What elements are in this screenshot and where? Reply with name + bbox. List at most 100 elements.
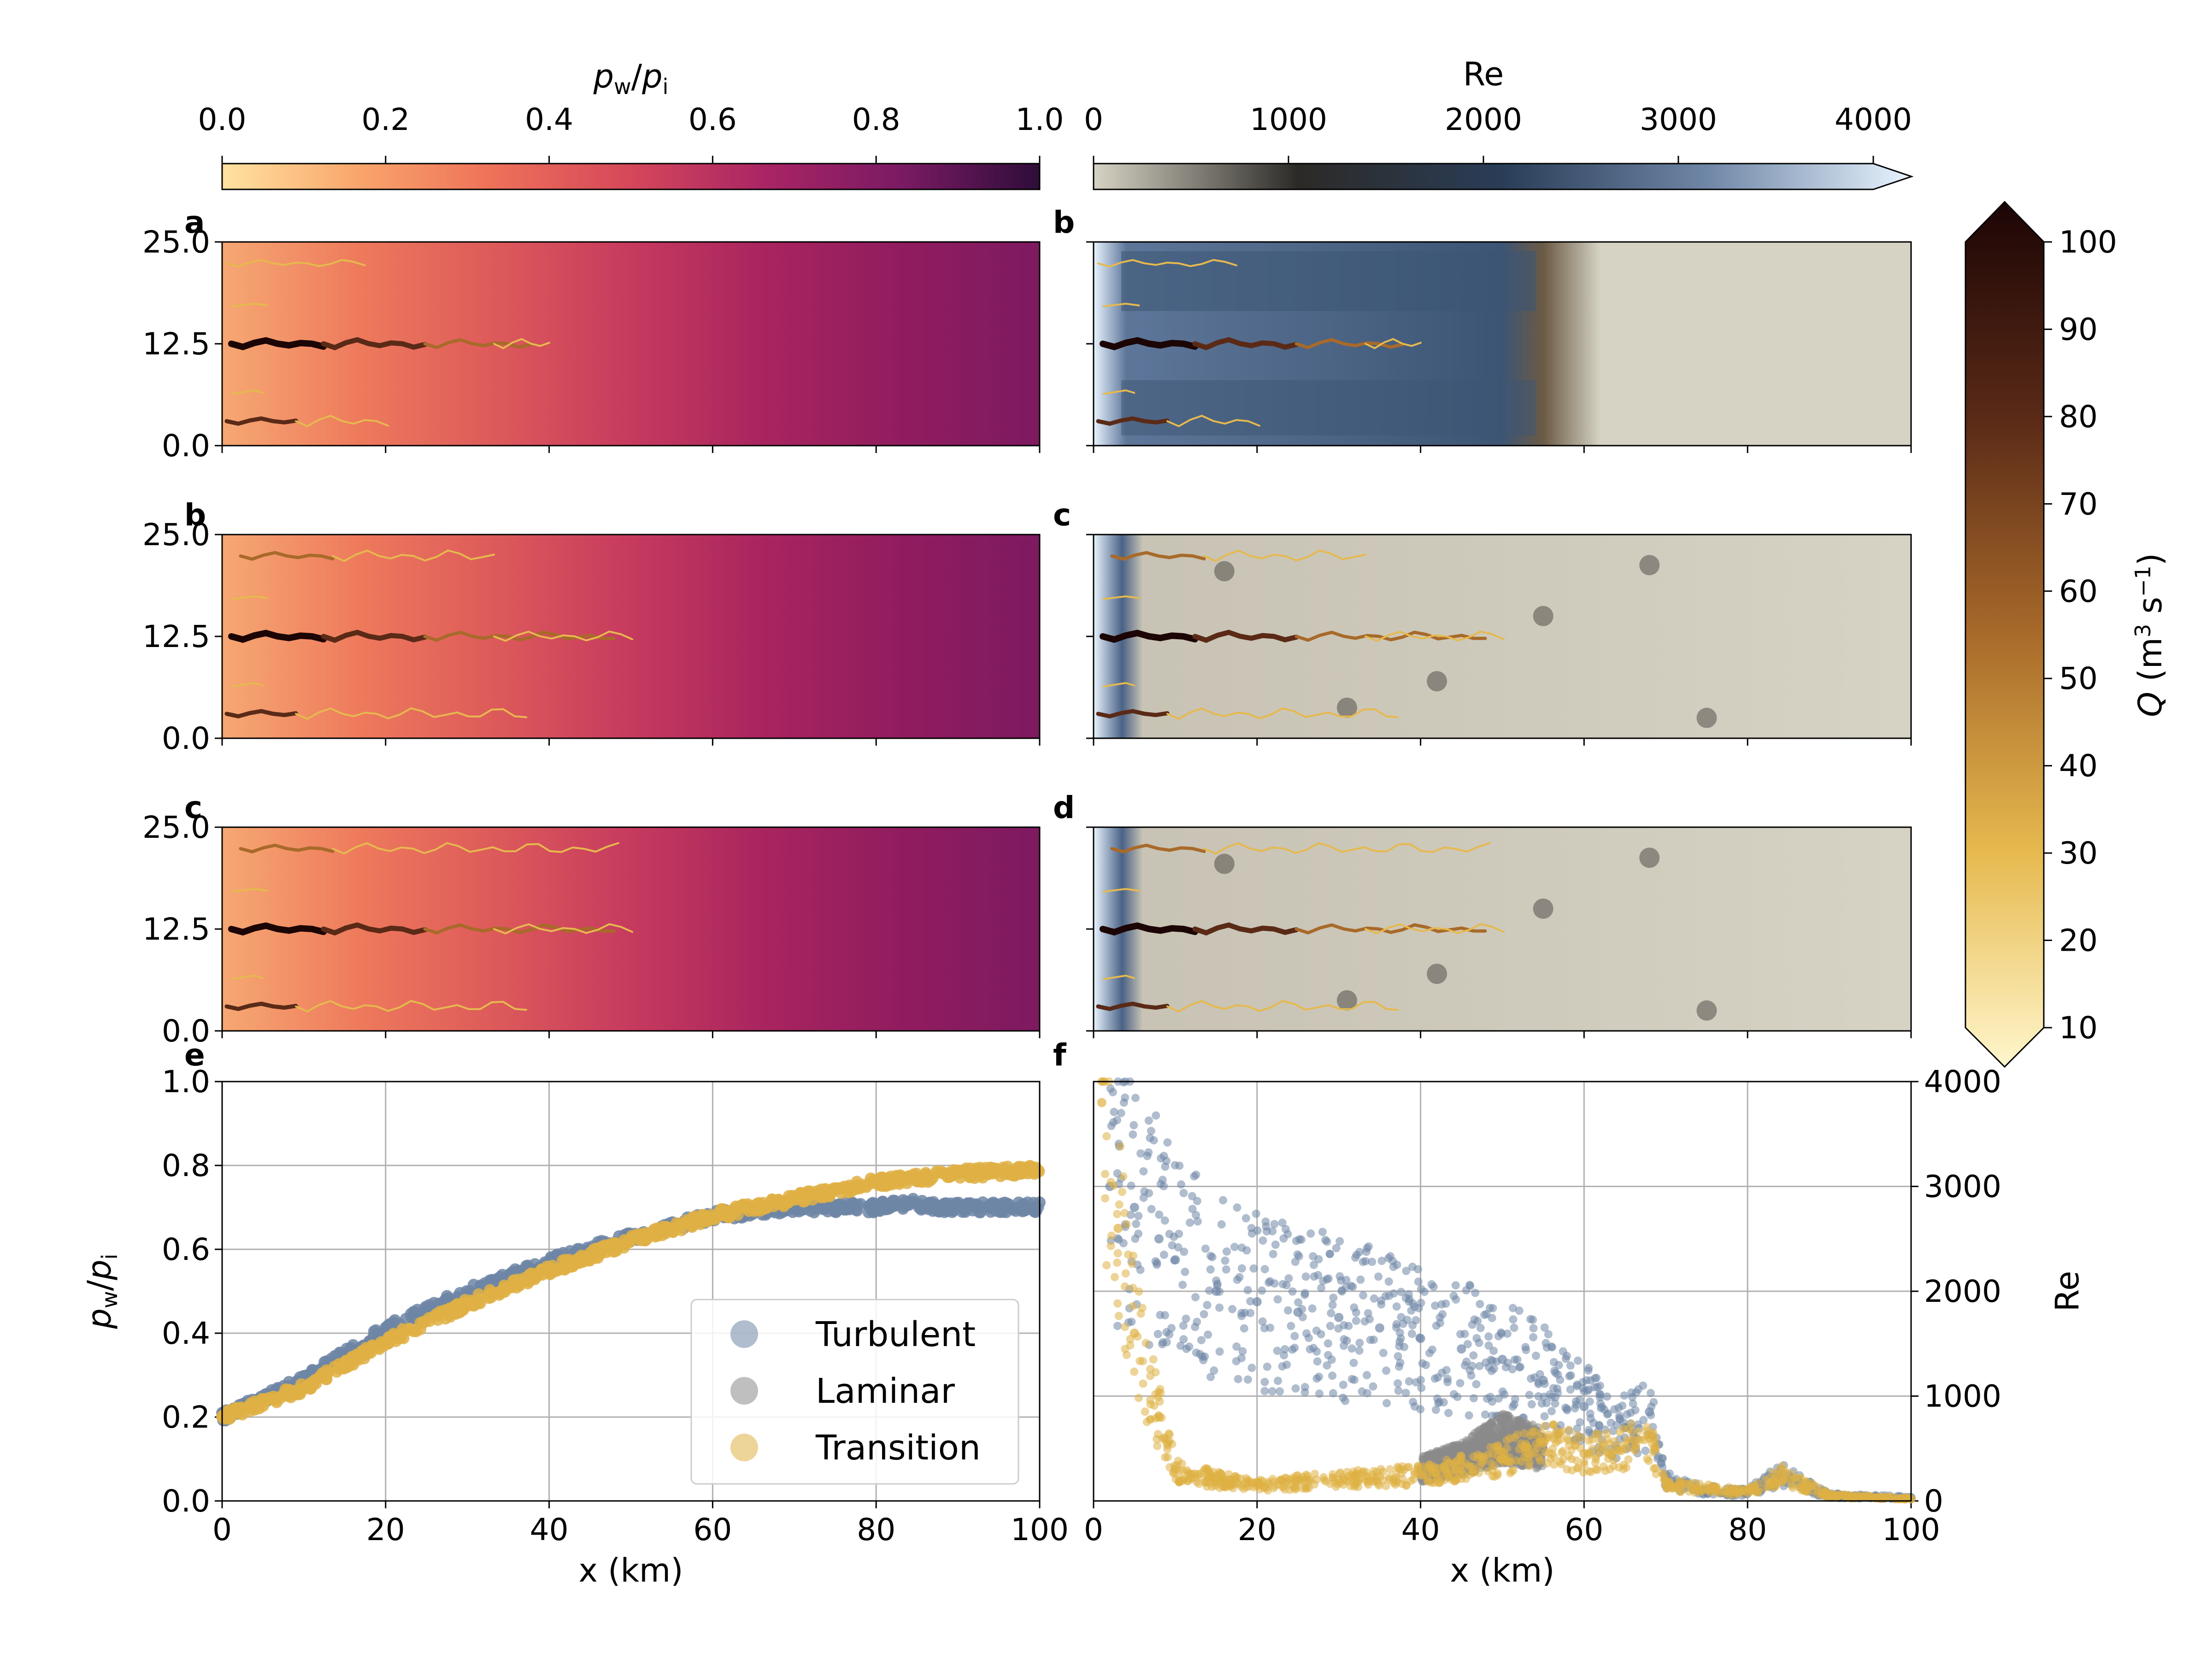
top-channel-segment [1110,551,1206,561]
moulin-spot [1533,606,1553,626]
data-point-transition [1376,1472,1385,1481]
data-point-turbulent [1418,1359,1427,1368]
data-point-turbulent [1431,1301,1440,1310]
data-point-turbulent [1385,1291,1394,1300]
data-point-turbulent [1529,1333,1538,1341]
data-point-turbulent [1402,1266,1411,1275]
data-point-transition [841,1186,854,1198]
small-channel [231,974,264,980]
data-point-turbulent [1594,1421,1603,1430]
data-point-transition [1165,1430,1174,1439]
xtick-label: 0 [1084,1512,1103,1547]
data-point-turbulent [1356,1275,1365,1284]
data-point-transition [1821,1490,1830,1499]
data-point-turbulent [1237,1309,1246,1318]
data-point-turbulent [1430,1374,1439,1383]
reynolds-colorbar-bar [1093,163,1914,190]
data-point-turbulent [1457,1344,1466,1354]
data-point-transition [1216,1469,1225,1478]
data-point-turbulent [1340,1335,1348,1344]
data-point-turbulent [1368,1258,1377,1266]
data-point-turbulent [1321,1235,1330,1244]
data-point-turbulent [1300,1382,1309,1391]
bottom-channel-segment [1166,1000,1399,1013]
data-point-turbulent [1484,1332,1493,1341]
data-point-turbulent [1005,1202,1018,1214]
data-point-turbulent [1355,1346,1364,1355]
data-point-turbulent [1222,1247,1231,1256]
data-point-turbulent [1335,1237,1344,1246]
data-point-transition [1580,1457,1588,1466]
xtick-label: 0 [212,1512,232,1547]
data-point-transition [1320,1476,1329,1484]
data-point-turbulent [1252,1297,1262,1306]
data-point-transition [1651,1464,1659,1472]
data-point-transition [684,1218,696,1230]
data-point-transition [1624,1424,1633,1433]
data-point-transition [1548,1444,1557,1453]
data-point-turbulent [1113,1116,1121,1124]
data-point-turbulent [1176,1341,1185,1350]
data-point-transition [1350,1483,1359,1491]
xtick-label: 40 [1401,1512,1440,1547]
data-point-turbulent [1144,1116,1153,1125]
small-channel [231,595,269,600]
legend-label: Transition [815,1428,981,1468]
moulin-spot [1533,898,1553,919]
discharge-colorbar: 10 20 30 40 50 60 70 80 90 100 Q (m3 s−1) [1965,200,2169,1068]
data-point-turbulent [1481,1358,1490,1367]
data-point-turbulent [1476,1300,1484,1308]
data-point-turbulent [1401,1294,1410,1302]
data-point-transition [1634,1427,1643,1435]
data-point-turbulent [1359,1291,1367,1300]
data-point-turbulent [1509,1315,1518,1324]
data-point-turbulent [1160,1216,1169,1225]
data-point-turbulent [428,1297,440,1309]
data-point-transition [1259,1483,1268,1492]
data-point-transition [1650,1434,1659,1442]
data-point-laminar [1479,1441,1488,1449]
data-point-transition [1486,1443,1495,1452]
data-point-transition [1584,1436,1593,1445]
data-point-turbulent [1529,1324,1538,1333]
data-point-transition [1833,1493,1842,1502]
data-point-turbulent [1188,1192,1196,1200]
data-point-turbulent [1213,1279,1222,1288]
data-point-transition [1343,1468,1352,1477]
pressure-map-a [221,241,1041,447]
data-point-transition [1102,1132,1111,1141]
data-point-turbulent [1540,1412,1549,1421]
small-channel [1102,302,1140,307]
data-point-turbulent [1563,1406,1571,1415]
data-point-transition [1135,1287,1143,1296]
data-point-transition [1430,1468,1439,1477]
data-point-turbulent [1179,1321,1188,1330]
data-point-transition [1120,1323,1129,1331]
data-point-turbulent [1365,1242,1373,1251]
data-point-transition [1627,1435,1635,1444]
data-point-transition [1601,1466,1610,1475]
data-point-turbulent [441,1290,453,1302]
data-point-turbulent [1317,1283,1326,1292]
legend-marker [730,1434,758,1461]
pressure-tick-label: 0.0 [198,102,247,137]
data-point-turbulent [1508,1402,1517,1411]
data-point-transition [1129,1302,1137,1311]
data-point-turbulent [1259,1236,1267,1245]
xtick-label: 20 [1238,1512,1277,1547]
ytick-label: 0.0 [162,1483,210,1519]
xtick-label: 80 [1728,1512,1767,1547]
main-channel-segment [423,923,616,935]
data-point-transition [1165,1437,1174,1445]
data-point-turbulent [1369,1382,1377,1391]
data-point-turbulent [1159,1250,1168,1259]
data-point-turbulent [1269,1250,1277,1259]
data-point-turbulent [1436,1318,1444,1327]
data-point-turbulent [1170,1256,1179,1265]
data-point-turbulent [1470,1315,1479,1324]
data-point-transition [1113,1224,1123,1233]
chart-e: 0 20 40 60 80 100 0.0 0.2 0.4 0.6 0.8 1.0 x (km) e pw/… [81,1037,1069,1589]
map-ytick-label: 0.0 [162,428,210,464]
data-point-turbulent [1551,1399,1559,1408]
data-point-turbulent [1306,1229,1315,1238]
